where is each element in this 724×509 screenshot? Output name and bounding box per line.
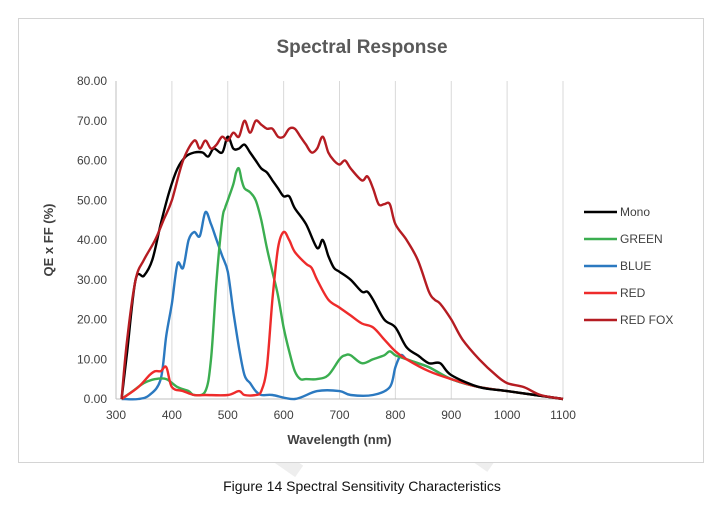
legend-label-red: RED xyxy=(620,286,646,300)
x-tick-label: 1100 xyxy=(550,408,576,422)
y-axis-label: QE x FF (%) xyxy=(41,204,56,277)
x-axis-label: Wavelength (nm) xyxy=(287,432,391,447)
x-tick-label: 800 xyxy=(385,408,405,422)
series-line-red-fox xyxy=(120,119,564,401)
y-tick-label: 30.00 xyxy=(77,273,107,287)
y-tick-label: 70.00 xyxy=(77,114,107,128)
x-tick-label: 700 xyxy=(329,408,349,422)
series-line-green xyxy=(120,166,564,401)
series-line-blue xyxy=(121,210,564,401)
chart-title: Spectral Response xyxy=(276,37,447,58)
x-tick-label: 900 xyxy=(441,408,461,422)
y-tick-label: 60.00 xyxy=(77,154,107,168)
x-tick-label: 1000 xyxy=(494,408,521,422)
spectral-response-chart: Spectral Response 300 400 500 600 700 800 900 10… xyxy=(41,37,673,447)
chart-frame: Spectral Response 300 400 500 600 700 800 900 10… xyxy=(18,18,704,463)
y-tick-label: 20.00 xyxy=(77,313,107,327)
x-tick-label: 400 xyxy=(162,408,182,422)
y-tick-label: 0.00 xyxy=(84,392,108,406)
series-line-red xyxy=(120,230,564,401)
y-tick-label: 40.00 xyxy=(77,233,107,247)
figure-caption: Figure 14 Spectral Sensitivity Character… xyxy=(223,478,501,494)
x-tick-label: 300 xyxy=(106,408,126,422)
legend-label-green: GREEN xyxy=(620,232,663,246)
y-tick-label: 80.00 xyxy=(77,74,107,88)
series-line-mono xyxy=(120,135,564,401)
legend-label-blue: BLUE xyxy=(620,259,651,273)
x-tick-label: 600 xyxy=(274,408,294,422)
y-tick-label: 10.00 xyxy=(77,352,107,366)
y-tick-label: 50.00 xyxy=(77,193,107,207)
x-tick-label: 500 xyxy=(218,408,238,422)
legend-label-red-fox: RED FOX xyxy=(620,313,673,327)
legend-label-mono: Mono xyxy=(620,205,650,219)
